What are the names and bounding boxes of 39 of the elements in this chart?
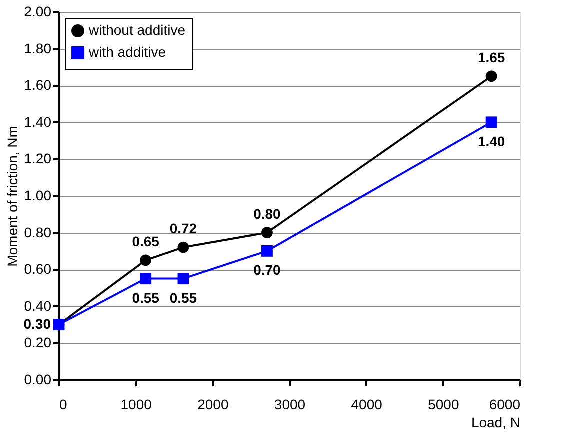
y-tick-label: 1.00 [24,188,52,204]
x-tick-label: 0 [60,396,68,412]
point [486,116,498,128]
point [178,273,190,284]
data-label: 0.65 [132,233,160,250]
x-tick-label: 6000 [489,396,521,412]
y-tick-label: 1.80 [24,40,52,56]
data-label: 0.70 [254,262,282,278]
y-axis-title: Moment of friction, Nm [4,126,20,267]
y-tick-label: 0.20 [24,334,52,351]
x-tick-label: 5000 [428,396,460,412]
data-label: 1.40 [478,133,506,150]
point [140,254,152,266]
point [486,70,498,82]
y-tick-label: 2.00 [24,4,52,20]
x-tick-label: 2000 [198,396,229,412]
x-tick-label: 1000 [120,396,152,412]
y-tick-label: 0.40 [24,298,52,314]
legend-label: with additive [88,44,166,60]
x-tick-label: 3000 [274,396,306,412]
data-label: 0.55 [170,290,198,306]
legend-label: without additive [88,22,186,38]
x-axis-title: Load, N [471,414,520,430]
x-tick-label: 4000 [351,396,383,412]
data-label: 0.30 [24,316,52,332]
y-tick-label: 1.60 [24,77,52,94]
y-tick-label: 1.20 [24,150,52,167]
point [262,227,273,238]
point [178,242,190,254]
data-label: 0.72 [170,220,198,237]
y-tick-label: 0.00 [24,372,52,388]
data-label: 0.55 [132,290,160,306]
y-tick-label: 0.60 [24,261,52,278]
point [262,246,273,257]
y-tick-label: 0.80 [24,224,52,240]
y-tick-label: 1.40 [24,114,52,130]
data-label: 1.65 [478,49,506,66]
data-label: 0.80 [254,206,282,222]
point [140,273,152,284]
